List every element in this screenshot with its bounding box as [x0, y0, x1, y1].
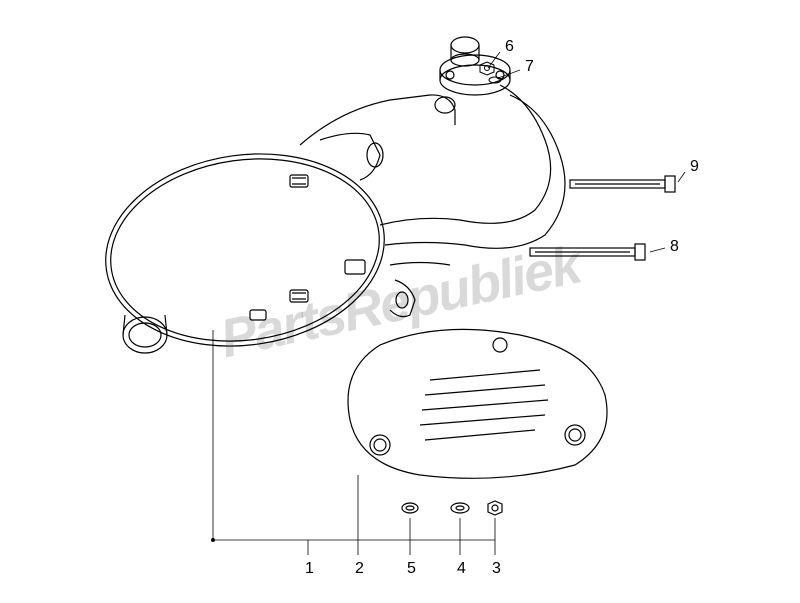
- callout-7: 7: [525, 58, 534, 76]
- diagram-container: 1 2 3 4 5 6 7 8 9 PartsRepubliek: [0, 0, 800, 603]
- muffler-assembly: [93, 37, 565, 364]
- callout-1: 1: [305, 560, 314, 578]
- callout-8: 8: [670, 238, 679, 256]
- callout-4: 4: [457, 560, 466, 578]
- callout-3: 3: [492, 560, 501, 578]
- callout-2: 2: [355, 560, 364, 578]
- callout-6: 6: [505, 38, 514, 56]
- callout-5: 5: [407, 560, 416, 578]
- callout-9: 9: [690, 158, 699, 176]
- range-start-dot: [211, 538, 215, 542]
- technical-drawing-svg: [0, 0, 800, 603]
- callout-lines: [213, 52, 685, 555]
- heat-shield: [348, 329, 607, 478]
- fasteners: [402, 501, 502, 515]
- mounting-bolts: [530, 176, 675, 260]
